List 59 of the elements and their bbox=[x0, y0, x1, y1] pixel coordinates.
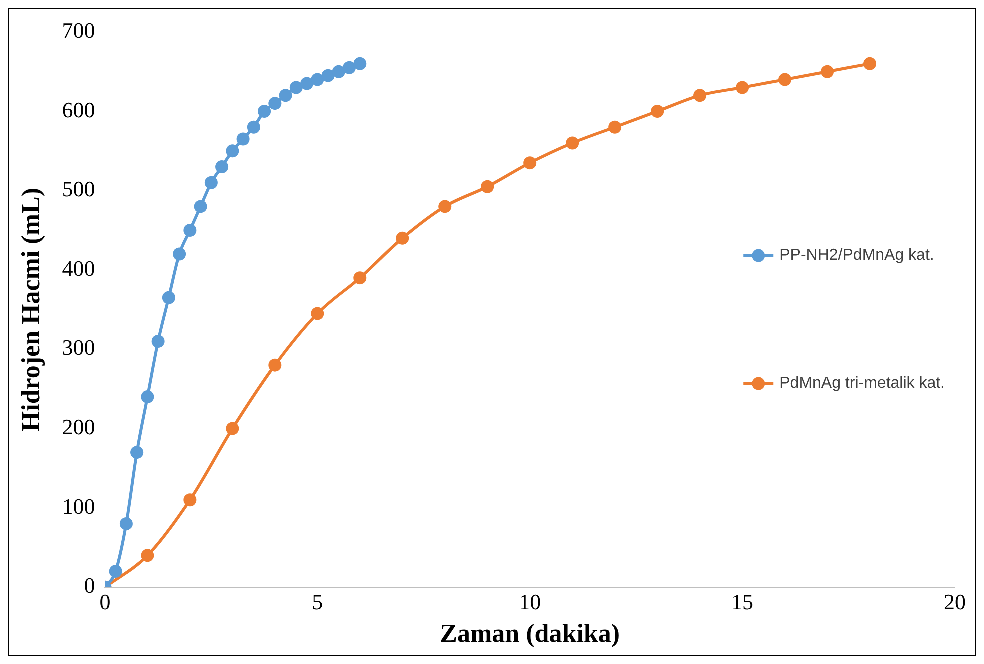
point bbox=[279, 89, 292, 102]
point bbox=[608, 120, 622, 134]
legend-label: PdMnAg tri-metalik kat. bbox=[780, 375, 946, 392]
point bbox=[258, 105, 272, 118]
point bbox=[162, 291, 176, 304]
point bbox=[141, 549, 154, 562]
point bbox=[566, 136, 580, 150]
point bbox=[396, 232, 410, 245]
y-tick-label: 500 bbox=[62, 176, 96, 202]
point bbox=[226, 422, 240, 436]
point bbox=[651, 105, 664, 118]
point bbox=[184, 224, 197, 237]
point bbox=[343, 61, 356, 74]
point bbox=[864, 57, 877, 70]
point bbox=[120, 517, 133, 530]
point bbox=[194, 200, 208, 214]
point bbox=[821, 65, 834, 78]
y-tick-label: 400 bbox=[62, 256, 96, 281]
y-tick-label: 0 bbox=[84, 573, 96, 598]
point bbox=[438, 200, 452, 214]
legend-label: PP-NH2/PdMnAg kat. bbox=[780, 247, 934, 264]
point bbox=[524, 156, 537, 170]
point bbox=[332, 65, 346, 78]
point bbox=[130, 446, 144, 460]
y-tick-label: 100 bbox=[62, 494, 96, 519]
point bbox=[216, 160, 229, 174]
point bbox=[236, 132, 250, 146]
x-tick-label: 20 bbox=[944, 589, 966, 614]
point bbox=[354, 272, 367, 285]
point bbox=[109, 565, 122, 578]
y-tick-label: 600 bbox=[62, 97, 96, 122]
point bbox=[694, 89, 707, 102]
point bbox=[311, 307, 324, 320]
point bbox=[778, 73, 792, 86]
point bbox=[300, 77, 314, 90]
point bbox=[290, 81, 303, 94]
x-tick-label: 10 bbox=[519, 589, 542, 614]
point bbox=[204, 176, 218, 190]
point bbox=[152, 335, 165, 348]
point bbox=[141, 390, 154, 404]
y-tick-label: 700 bbox=[62, 18, 96, 43]
point bbox=[173, 248, 186, 261]
x-axis-title: Zaman (dakika) bbox=[440, 619, 620, 648]
point bbox=[247, 120, 260, 134]
x-tick-label: 5 bbox=[312, 589, 324, 614]
point bbox=[268, 358, 282, 372]
point bbox=[226, 144, 240, 158]
y-tick-label: 300 bbox=[62, 335, 96, 360]
x-tick-label: 15 bbox=[732, 589, 754, 614]
point bbox=[354, 57, 367, 70]
y-tick-label: 200 bbox=[62, 414, 96, 440]
point bbox=[268, 97, 282, 110]
point bbox=[736, 81, 750, 94]
point bbox=[322, 69, 335, 82]
point bbox=[184, 494, 197, 507]
point bbox=[481, 180, 494, 194]
y-axis-title: Hidrojen Hacmi (mL) bbox=[16, 188, 46, 432]
point bbox=[311, 73, 324, 86]
x-tick-label: 0 bbox=[100, 589, 111, 614]
